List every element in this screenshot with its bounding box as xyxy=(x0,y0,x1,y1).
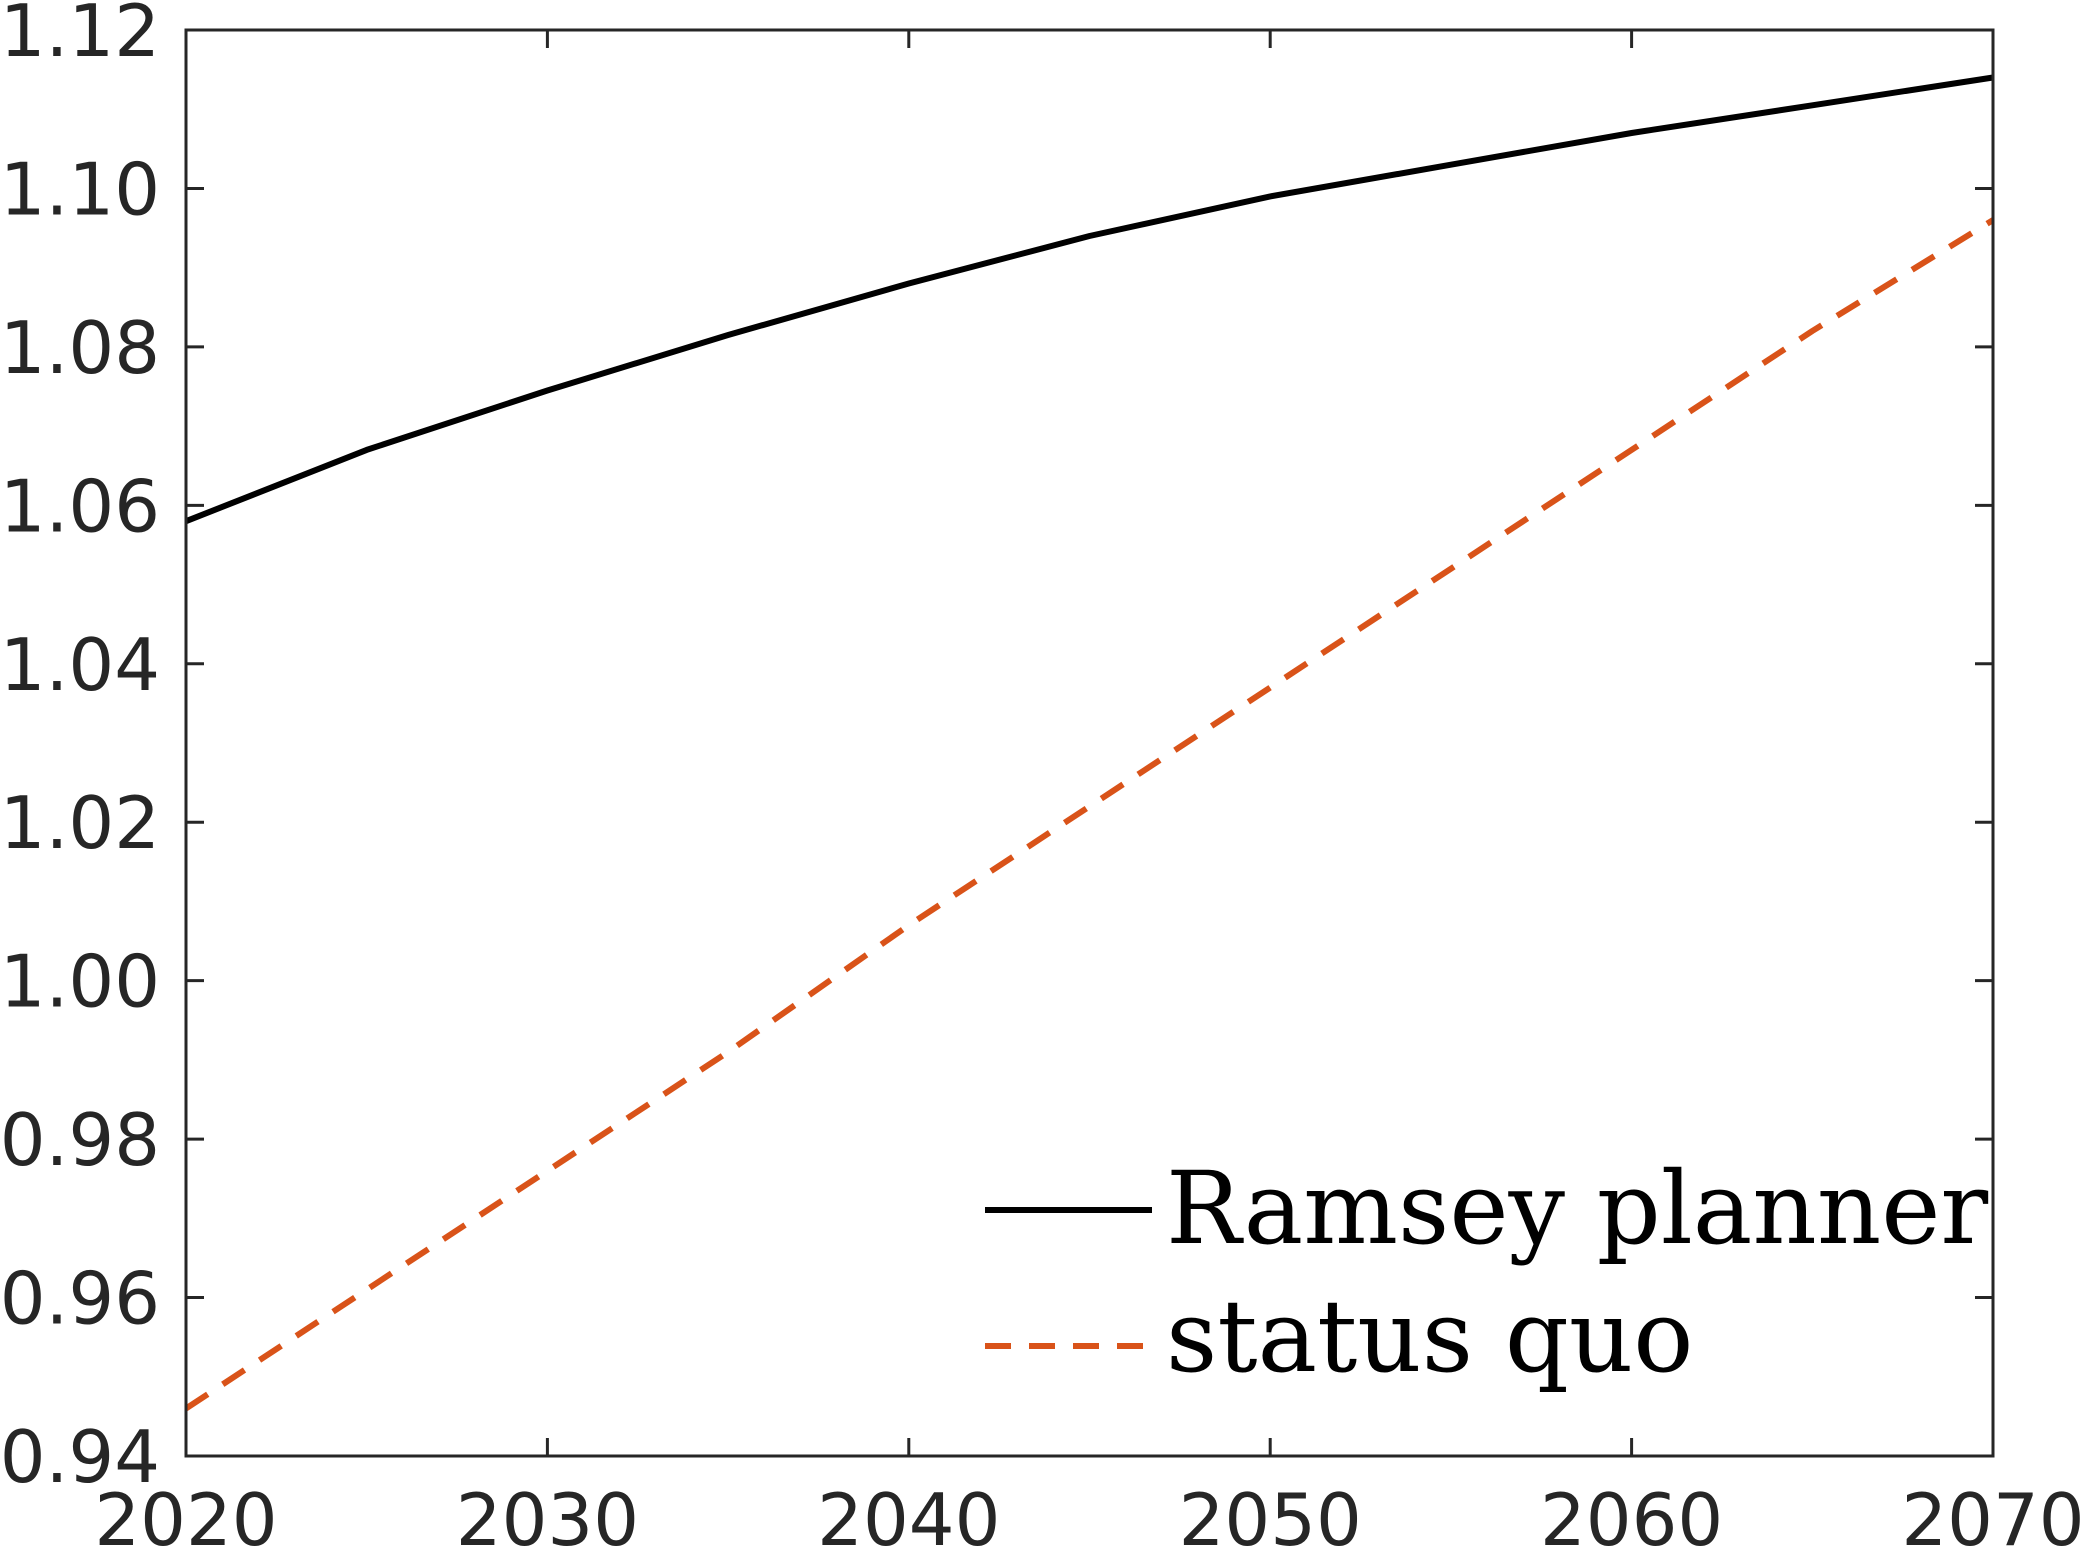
y-tick-label-1-00: 1.00 xyxy=(0,940,160,1024)
x-tick-labels: 2020 2030 2040 2050 2060 2070 xyxy=(94,1478,2082,1554)
x-tick-label-2050: 2050 xyxy=(1179,1478,1362,1554)
y-tick-label-0-94: 0.94 xyxy=(0,1415,160,1499)
y-tick-label-0-96: 0.96 xyxy=(0,1257,160,1341)
y-tick-label-1-04: 1.04 xyxy=(0,623,160,707)
x-tick-label-2040: 2040 xyxy=(817,1478,1000,1554)
y-tick-label-1-12: 1.12 xyxy=(0,0,160,73)
y-tick-labels: 0.94 0.96 0.98 1.00 1.02 1.04 1.06 1.08 1.10 1.12 xyxy=(0,0,160,1499)
y-tick-label-1-08: 1.08 xyxy=(0,306,160,390)
x-tick-label-2030: 2030 xyxy=(456,1478,639,1554)
x-tick-label-2020: 2020 xyxy=(94,1478,277,1554)
legend-label-ramsey-planner: Ramsey planner xyxy=(1166,1150,1988,1267)
y-tick-label-1-02: 1.02 xyxy=(0,781,160,865)
y-tick-label-1-06: 1.06 xyxy=(0,464,160,548)
series-layer xyxy=(184,74,1995,1412)
x-tick-label-2060: 2060 xyxy=(1540,1478,1723,1554)
series-line-ramsey-planner xyxy=(184,74,1994,524)
plot-area-frame xyxy=(184,28,1995,1458)
legend-label-status-quo: status quo xyxy=(1166,1278,1693,1395)
y-tick-label-1-10: 1.10 xyxy=(0,147,160,231)
series-line-status-quo xyxy=(184,217,1995,1412)
y-tick-label-0-98: 0.98 xyxy=(0,1098,160,1182)
x-tick-label-2070: 2070 xyxy=(1901,1478,2082,1554)
legend: Ramsey planner status quo xyxy=(985,1150,1988,1395)
